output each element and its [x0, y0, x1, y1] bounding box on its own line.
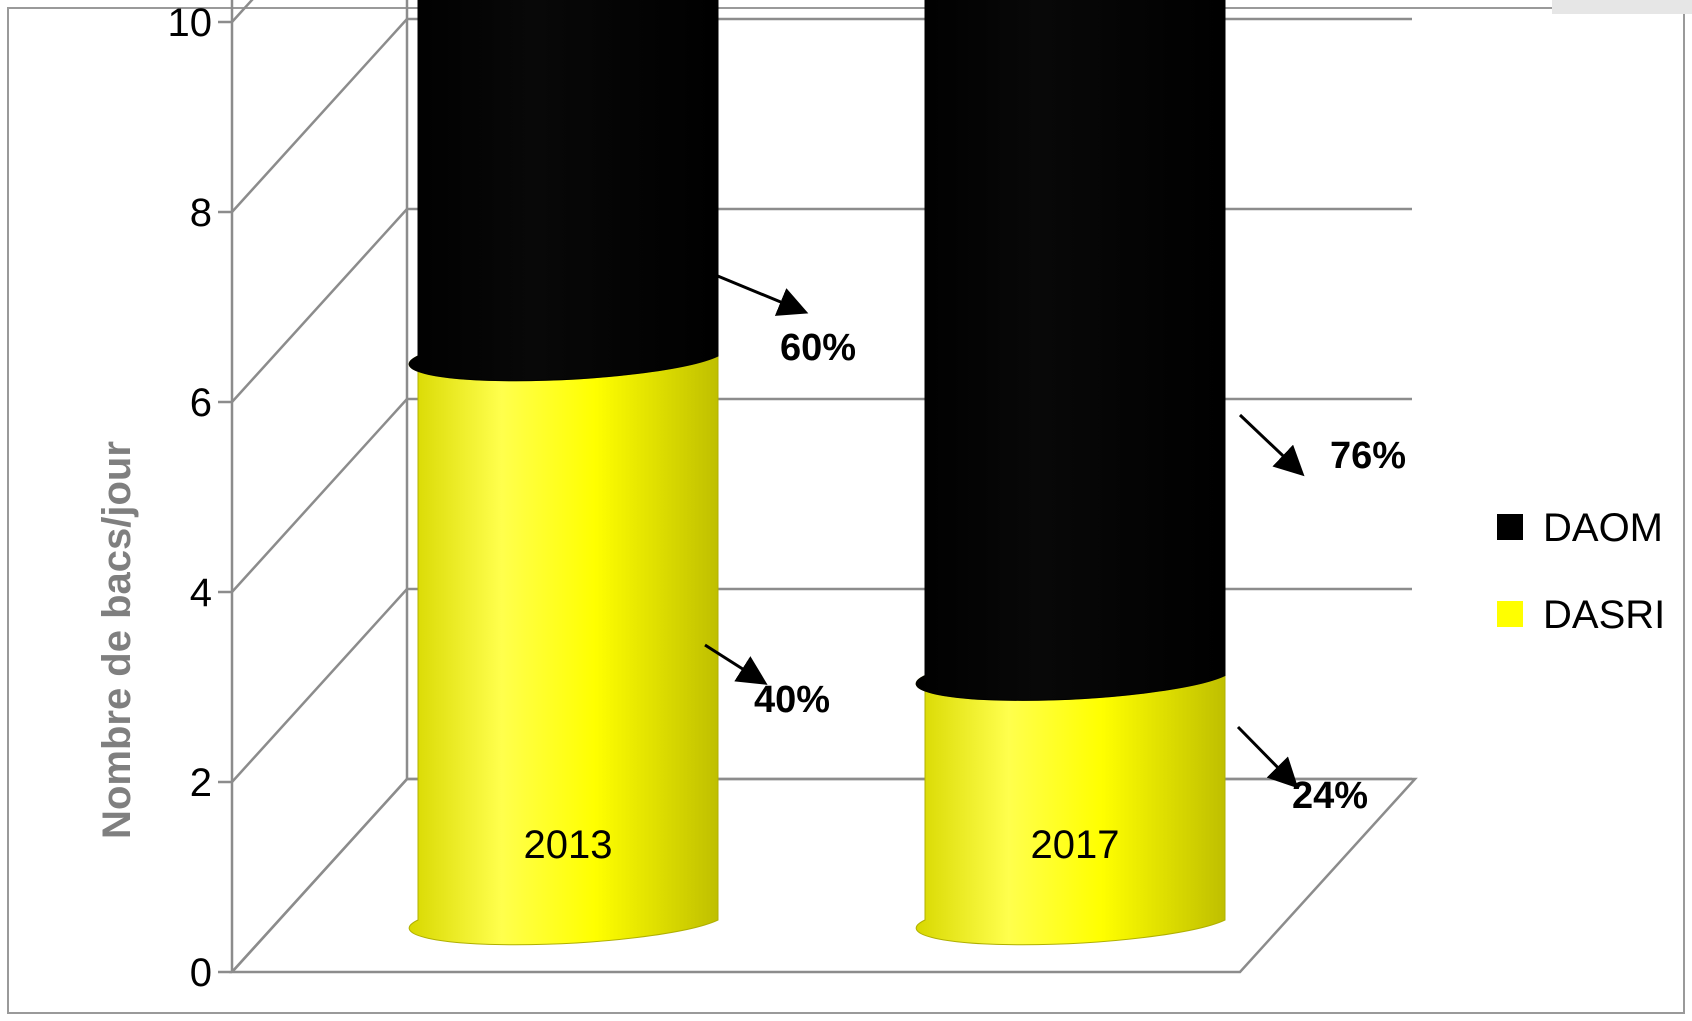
- bar-segment-daom-2017: [915, 0, 1226, 701]
- bar-segment-daom-2013: [408, 0, 719, 382]
- legend-swatch-dasri: [1497, 601, 1523, 627]
- y-axis-ticks: 02468101214: [168, 1, 232, 995]
- percent-label-daom-2013: 60%: [780, 327, 856, 369]
- y-tick-label: 6: [190, 381, 212, 425]
- y-tick-label: 8: [190, 191, 212, 235]
- outer-border: [7, 7, 1685, 1014]
- trend-arrow: [1236, 725, 1299, 789]
- percent-label-dasri-2013: 40%: [754, 679, 830, 721]
- legend-swatch-daom: [1497, 514, 1523, 540]
- category-label: 2017: [1031, 823, 1120, 867]
- y-tick-label: 10: [168, 1, 213, 45]
- bar-2013: [408, 0, 719, 946]
- bar-segment-dasri-2017: [915, 674, 1226, 946]
- trend-arrow: [1238, 413, 1305, 477]
- gridline-side: [231, 18, 408, 213]
- percent-label-daom-2017: 76%: [1330, 435, 1406, 477]
- trend-arrow: [707, 270, 809, 316]
- legend-label-dasri: DASRI: [1543, 593, 1665, 637]
- y-tick-label: 2: [190, 761, 212, 805]
- y-axis-label: Nombre de bacs/jour: [95, 441, 139, 839]
- trend-arrow: [704, 643, 768, 685]
- category-label: 2013: [524, 823, 613, 867]
- gridline-side: [231, 588, 408, 783]
- legend-label-daom: DAOM: [1543, 506, 1663, 550]
- bars: [408, 0, 1226, 946]
- data-labels: 2013 40% 60% 2017 24% 76%: [524, 270, 1406, 867]
- bar-2017: [915, 0, 1226, 946]
- y-tick-label: 4: [190, 571, 212, 615]
- floor: [229, 777, 1418, 974]
- corner-tab: [1552, 0, 1692, 14]
- y-tick-label: 0: [190, 951, 212, 995]
- gridline-side: [231, 398, 408, 593]
- legend: DAOM DASRI: [1497, 506, 1665, 637]
- percent-label-dasri-2017: 24%: [1292, 775, 1368, 817]
- gridline-side: [231, 208, 408, 403]
